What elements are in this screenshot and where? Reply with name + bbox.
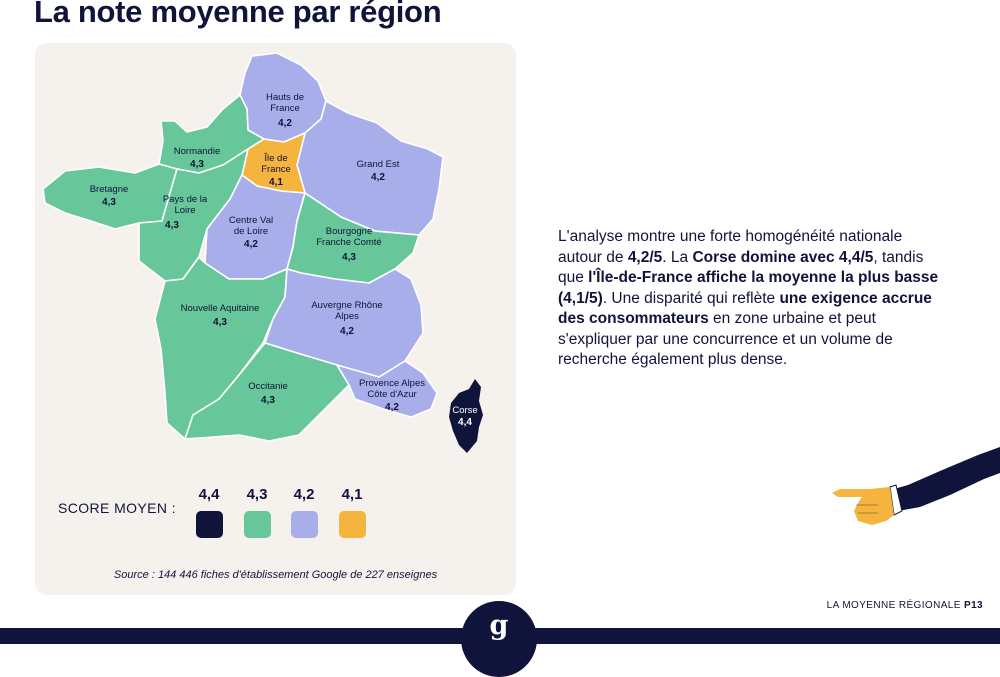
label-grand-est: Grand Est 4,2 <box>357 159 400 183</box>
svg-text:Bourgogne: Bourgogne <box>326 226 372 237</box>
svg-text:Hauts de: Hauts de <box>266 92 304 103</box>
region-auvergne-rhone-alpes[interactable] <box>264 268 424 378</box>
legend-value: 4,3 <box>246 486 268 503</box>
label-bourgogne-franche-comte: Bourgogne Franche Comté 4,3 <box>316 226 381 263</box>
svg-text:4,2: 4,2 <box>385 402 399 413</box>
svg-text:Nouvelle Aquitaine: Nouvelle Aquitaine <box>181 303 260 314</box>
svg-text:Grand Est: Grand Est <box>357 159 400 170</box>
svg-text:4,3: 4,3 <box>165 220 179 231</box>
svg-text:de Loire: de Loire <box>234 226 268 237</box>
label-auvergne-rhone-alpes: Auvergne Rhône Alpes 4,2 <box>311 300 382 337</box>
svg-text:Auvergne Rhône: Auvergne Rhône <box>311 300 382 311</box>
label-pays-de-la-loire: Pays de la Loire 4,3 <box>163 194 208 231</box>
legend-item-43: 4,3 <box>242 486 272 538</box>
svg-text:Provence Alpes: Provence Alpes <box>359 378 425 389</box>
svg-text:Corse: Corse <box>452 405 477 416</box>
legend-item-41: 4,1 <box>337 486 367 538</box>
label-nouvelle-aquitaine: Nouvelle Aquitaine 4,3 <box>181 303 260 328</box>
svg-text:4,1: 4,1 <box>269 177 283 188</box>
svg-text:France: France <box>270 103 300 114</box>
label-normandie: Normandie 4,3 <box>174 146 220 170</box>
svg-text:Loire: Loire <box>174 205 195 216</box>
label-centre-val-de-loire: Centre Val de Loire 4,2 <box>229 215 273 250</box>
legend-item-42: 4,2 <box>289 486 319 538</box>
svg-text:4,4: 4,4 <box>458 417 472 428</box>
label-occitanie: Occitanie 4,3 <box>248 381 288 406</box>
svg-text:4,2: 4,2 <box>340 326 354 337</box>
svg-text:Bretagne: Bretagne <box>90 184 129 195</box>
svg-text:4,2: 4,2 <box>278 118 292 129</box>
svg-text:Île de: Île de <box>263 153 287 164</box>
source-note: Source : 144 446 fiches d'établissement … <box>113 569 438 581</box>
label-ile-de-france: Île de France 4,1 <box>261 153 291 188</box>
legend-item-44: 4,4 <box>194 486 224 538</box>
svg-text:Normandie: Normandie <box>174 146 220 157</box>
svg-text:Franche Comté: Franche Comté <box>316 237 381 248</box>
svg-text:4,3: 4,3 <box>213 317 227 328</box>
legend-value: 4,2 <box>293 486 315 503</box>
page-title: La note moyenne par région <box>34 0 442 29</box>
legend-value: 4,4 <box>198 486 220 503</box>
region-provence-alpes-cote-dazur[interactable] <box>336 360 438 418</box>
svg-text:Côte d'Azur: Côte d'Azur <box>367 389 416 400</box>
label-bretagne: Bretagne 4,3 <box>90 184 129 208</box>
analysis-paragraph: L'analyse montre une forte homogénéité n… <box>558 228 939 368</box>
legend-value: 4,1 <box>341 486 363 503</box>
legend-swatch <box>243 511 271 538</box>
map-card: Hauts de France 4,2 Normandie 4,3 Île de… <box>35 43 516 595</box>
svg-text:Occitanie: Occitanie <box>248 381 288 392</box>
svg-text:Pays de la: Pays de la <box>163 194 208 205</box>
svg-text:Centre Val: Centre Val <box>229 215 273 226</box>
svg-text:France: France <box>261 164 291 175</box>
brand-logo: g <box>461 601 537 677</box>
pointing-hand-icon <box>832 447 1000 525</box>
svg-text:Alpes: Alpes <box>335 311 359 322</box>
svg-text:4,3: 4,3 <box>190 159 204 170</box>
label-provence-alpes-cote-dazur: Provence Alpes Côte d'Azur 4,2 <box>359 378 425 413</box>
svg-text:4,2: 4,2 <box>371 172 385 183</box>
legend-swatch <box>290 511 318 538</box>
region-corse[interactable] <box>449 379 483 453</box>
svg-text:4,3: 4,3 <box>342 252 356 263</box>
footer-label: LA MOYENNE RÉGIONALE P13 <box>826 600 983 611</box>
svg-text:4,3: 4,3 <box>102 197 116 208</box>
legend-swatch <box>195 511 223 538</box>
svg-text:4,2: 4,2 <box>244 239 258 250</box>
france-map: Hauts de France 4,2 Normandie 4,3 Île de… <box>42 52 483 453</box>
svg-text:4,3: 4,3 <box>261 395 275 406</box>
label-corse: Corse 4,4 <box>452 405 477 428</box>
legend-title: SCORE MOYEN : <box>58 500 176 516</box>
legend-swatch <box>338 511 366 538</box>
label-hauts-de-france: Hauts de France 4,2 <box>266 92 304 129</box>
